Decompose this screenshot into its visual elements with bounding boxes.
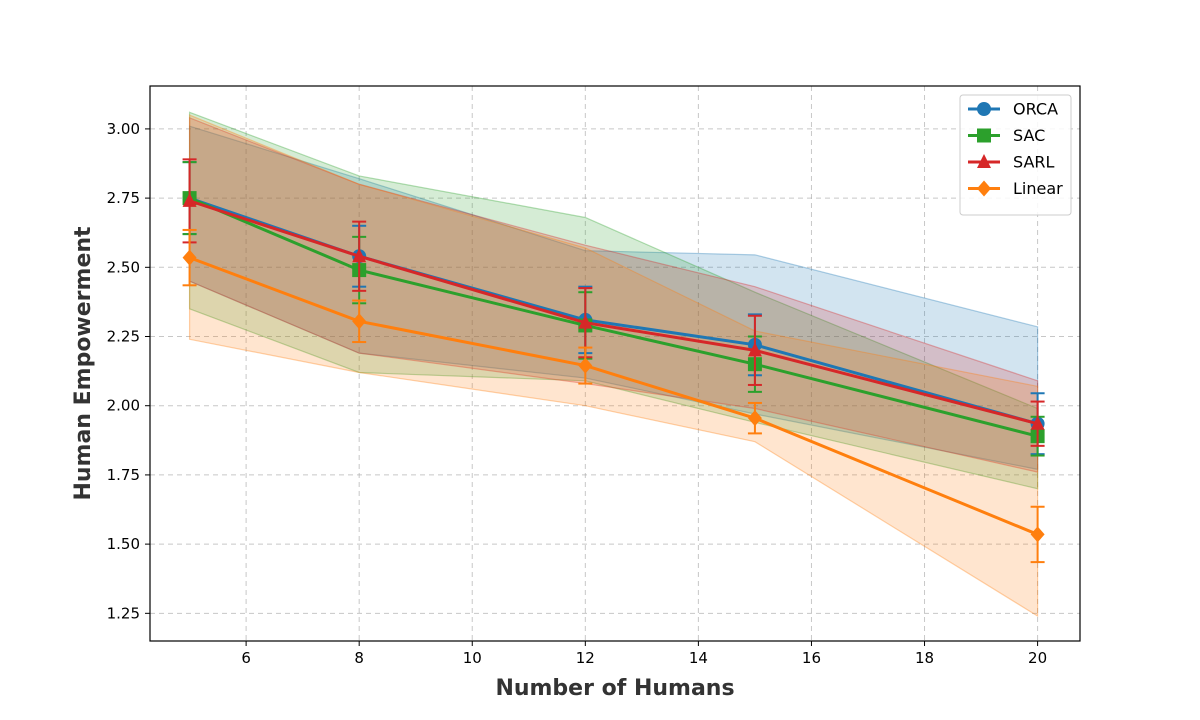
y-tick-label: 3.00 [107,120,140,138]
y-tick-label: 2.75 [107,189,140,207]
x-tick-label: 20 [1028,649,1047,667]
x-tick-label: 14 [689,649,708,667]
legend-label-orca: ORCA [1013,100,1058,119]
series-linear [182,228,1045,564]
point-sarl [1030,415,1045,430]
legend-item-sac: SAC [968,126,1045,145]
point-sarl [352,248,367,263]
y-tick-label: 1.25 [107,604,140,622]
point-sarl [578,314,593,329]
point-linear [1030,526,1045,543]
legend-marker-orca [977,102,991,116]
x-tick-label: 6 [241,649,251,667]
y-tick-label: 2.50 [107,258,140,276]
point-linear [182,249,197,266]
legend: ORCA SAC SARL Linear [959,94,1072,216]
point-linear [352,313,367,330]
legend-item-sarl: SARL [968,153,1055,172]
point-sarl [182,192,197,207]
y-tick-label: 1.50 [107,535,140,553]
y-axis-label: Human Empowerment [71,226,96,501]
legend-label-linear: Linear [1013,179,1063,198]
y-tick-label: 1.75 [107,466,140,484]
x-axis-label: Number of Humans [495,676,734,701]
x-tick-label: 10 [463,649,482,667]
band-sac [188,111,1039,490]
x-tick-label: 16 [802,649,821,667]
series-sarl [182,158,1045,447]
point-sarl [747,342,762,357]
plot-area-frame [149,85,1081,642]
point-linear [578,357,593,374]
legend-label-sac: SAC [1013,126,1045,145]
legend-marker-sarl [977,154,991,168]
x-axis-ticks: 6 8 10 12 14 16 18 20 [241,641,1047,667]
legend-marker-sac [977,128,991,143]
x-tick-label: 18 [915,649,934,667]
confidence-bands [188,111,1039,618]
band-linear [188,114,1039,618]
x-tick-label: 12 [576,649,595,667]
legend-label-sarl: SARL [1013,153,1055,172]
legend-item-orca: ORCA [968,100,1058,119]
y-tick-label: 2.25 [107,328,140,346]
y-axis-ticks: 1.25 1.50 1.75 2.00 2.25 2.50 2.75 3.00 [107,120,150,622]
x-tick-label: 8 [354,649,364,667]
point-linear [747,410,762,427]
legend-marker-linear [977,180,991,197]
legend-item-linear: Linear [968,179,1063,198]
y-tick-label: 2.00 [107,397,140,415]
series-lines [182,158,1045,564]
